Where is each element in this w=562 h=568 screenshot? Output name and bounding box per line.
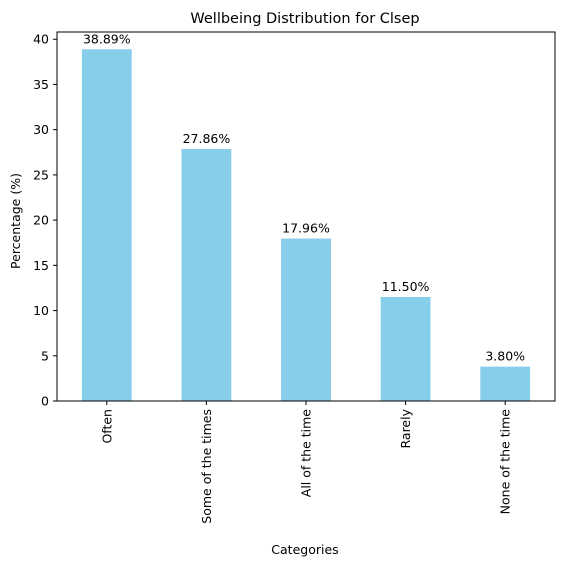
x-axis-label: Categories — [271, 542, 338, 557]
y-tick-label: 30 — [33, 122, 49, 137]
y-tick-label: 0 — [41, 394, 49, 409]
data-label: 17.96% — [282, 221, 330, 236]
y-tick-label: 20 — [33, 213, 49, 228]
y-axis-label: Percentage (%) — [8, 173, 23, 269]
bar — [81, 49, 132, 402]
data-label: 27.86% — [183, 131, 231, 146]
data-label: 3.80% — [485, 349, 525, 364]
x-tick-label: Some of the times — [199, 409, 214, 524]
y-tick-label: 10 — [33, 303, 49, 318]
chart-title: Wellbeing Distribution for Clsep — [190, 11, 419, 27]
bar — [181, 149, 232, 401]
x-tick-label: None of the time — [498, 409, 513, 515]
y-tick-label: 25 — [33, 167, 49, 182]
y-tick-label: 35 — [33, 77, 49, 92]
y-tick-label: 5 — [41, 348, 49, 363]
plot-area: 38.89% 27.86% 17.96% 11.50% 3.80% 0 5 10 15 20 25 3… — [33, 31, 556, 524]
x-tick-label: Often — [99, 409, 114, 444]
y-tick-label: 15 — [33, 258, 49, 273]
data-label: 11.50% — [382, 279, 430, 294]
y-tick-label: 40 — [33, 32, 49, 47]
x-tick-label: All of the time — [299, 409, 314, 498]
bar — [480, 366, 531, 401]
bar — [281, 238, 331, 401]
data-label: 38.89% — [83, 31, 131, 46]
bar — [380, 296, 431, 401]
x-tick-label: Rarely — [398, 408, 413, 448]
